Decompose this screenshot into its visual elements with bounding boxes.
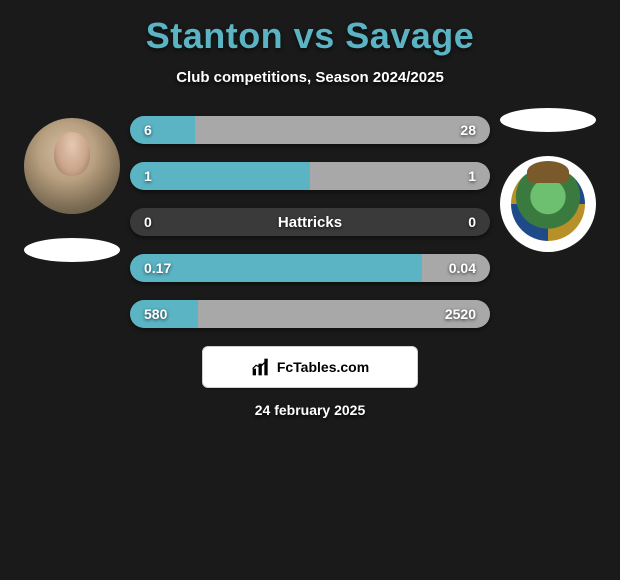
brand-text: FcTables.com [277, 359, 369, 375]
date-text: 24 february 2025 [10, 402, 610, 418]
stat-fill-left [130, 162, 310, 190]
stat-value-left: 0 [144, 208, 152, 236]
player-left-avatar [24, 118, 120, 214]
stat-value-left: 6 [144, 116, 152, 144]
right-column [498, 108, 598, 252]
stat-row: 0 Hattricks 0 [130, 208, 490, 236]
brand-badge[interactable]: FcTables.com [202, 346, 418, 388]
player-right-avatar-placeholder [500, 108, 596, 132]
stats-list: 6Matches28 1Goals1 0 Hattricks 0 0.17Goals pe… [130, 108, 490, 328]
left-column [22, 108, 122, 262]
stat-row: 1Goals1 [130, 162, 490, 190]
stat-fill-right [310, 162, 490, 190]
bar-chart-icon [251, 357, 271, 377]
stat-value-right: 28 [460, 116, 476, 144]
stat-row: 6Matches28 [130, 116, 490, 144]
stat-value-right: 0.04 [449, 254, 476, 282]
stat-value-right: 2520 [445, 300, 476, 328]
stat-value-left: 1 [144, 162, 152, 190]
right-club-crest [500, 156, 596, 252]
comparison-card: Stanton vs Savage Club competitions, Sea… [0, 0, 620, 433]
crest-graphic-icon [511, 167, 585, 241]
page-title: Stanton vs Savage [10, 15, 610, 57]
stat-value-right: 0 [468, 208, 476, 236]
stat-value-left: 580 [144, 300, 167, 328]
left-club-placeholder [24, 238, 120, 262]
stat-fill-right [195, 116, 490, 144]
stat-value-left: 0.17 [144, 254, 171, 282]
subtitle: Club competitions, Season 2024/2025 [10, 69, 610, 86]
stat-fill-left [130, 116, 195, 144]
stat-value-right: 1 [468, 162, 476, 190]
stat-row: 0.17Goals per match0.04 [130, 254, 490, 282]
stat-fill-left [130, 254, 422, 282]
stat-label: Hattricks [278, 214, 342, 231]
main-row: 6Matches28 1Goals1 0 Hattricks 0 0.17Goals pe… [10, 108, 610, 328]
stat-row: 580Min per goal2520 [130, 300, 490, 328]
